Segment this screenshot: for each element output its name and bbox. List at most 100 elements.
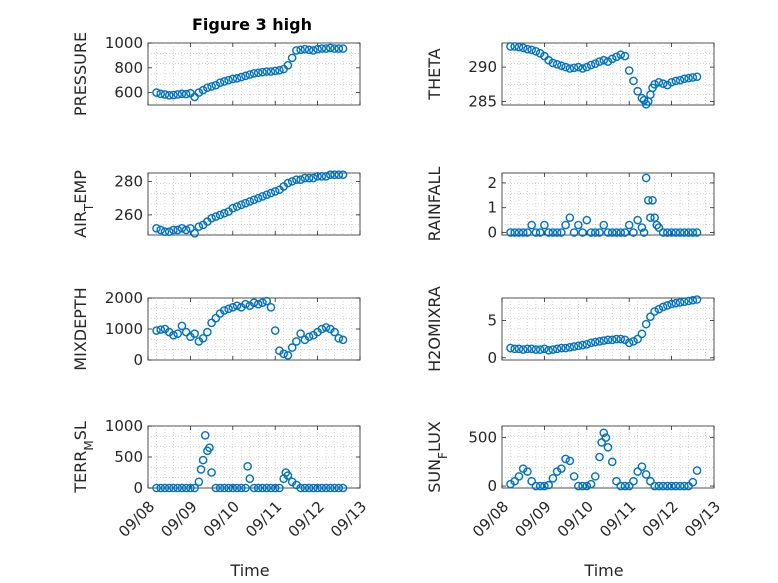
data-point — [321, 323, 331, 332]
data-point — [633, 86, 642, 96]
data-point — [599, 336, 609, 345]
y-axis-label: MIXDEPTH — [71, 287, 90, 370]
subplot-7: 0 500 1000 09/08 09/09 09/10 09/11 09/12 09/13 TE… — [71, 417, 370, 580]
data-point — [675, 228, 685, 237]
data-point — [215, 483, 225, 493]
data-point — [629, 337, 638, 346]
data-point — [544, 345, 553, 355]
data-point — [262, 296, 272, 306]
data-point — [616, 50, 626, 60]
data-point — [232, 202, 242, 211]
data-point — [624, 66, 634, 75]
data-point — [667, 228, 676, 237]
data-point — [211, 80, 221, 90]
data-point — [603, 335, 613, 345]
figure-title: Figure 3 high — [192, 15, 312, 34]
y-axis-label: RAINFALL — [425, 167, 444, 242]
data-point — [275, 483, 284, 493]
y-axis-label: THETA — [425, 48, 444, 100]
data-point — [639, 95, 649, 105]
data-point — [160, 483, 170, 493]
data-point — [317, 324, 327, 334]
data-point — [527, 220, 536, 230]
data-point — [637, 462, 647, 471]
data-point — [629, 76, 638, 86]
data-point — [616, 334, 626, 344]
data-point — [169, 90, 178, 100]
data-point — [540, 344, 549, 354]
data-point — [160, 90, 170, 99]
data-point — [194, 222, 204, 231]
data-point — [326, 43, 335, 53]
data-point — [177, 321, 187, 331]
data-point — [518, 43, 528, 53]
data-point — [688, 477, 698, 487]
data-point — [313, 172, 322, 181]
data-point — [228, 74, 238, 84]
data-point — [338, 170, 348, 179]
data-point — [654, 304, 664, 314]
y-tick-label: 1000 — [105, 34, 143, 52]
data-point — [671, 481, 681, 491]
data-point — [283, 351, 293, 360]
data-point — [582, 62, 592, 72]
data-point — [232, 483, 242, 493]
data-point — [667, 481, 676, 491]
data-point — [658, 302, 668, 312]
data-point — [552, 344, 562, 354]
data-point — [561, 343, 570, 353]
data-point — [650, 307, 659, 316]
data-point — [671, 76, 681, 86]
subplot-6: 0 5 H2OMIXRA — [425, 286, 715, 372]
data-point — [641, 173, 651, 183]
data-point — [321, 44, 331, 53]
x-tick-label: 09/10 — [554, 498, 597, 541]
data-point — [506, 42, 515, 51]
subplot-8: 0 500 09/08 09/09 09/10 09/11 09/12 09/13 SUNFLU… — [425, 421, 724, 580]
data-point — [338, 335, 348, 345]
data-point — [241, 71, 250, 81]
data-point — [578, 64, 587, 73]
data-point — [232, 74, 242, 83]
data-point — [181, 89, 191, 99]
data-point — [313, 483, 322, 493]
data-point — [688, 228, 698, 237]
data-point — [241, 198, 250, 208]
data-point — [565, 213, 575, 222]
data-point — [671, 298, 681, 308]
x-tick-label: 09/08 — [469, 498, 512, 541]
data-point — [228, 203, 238, 213]
x-tick-label: 09/09 — [511, 498, 554, 541]
data-point — [304, 483, 314, 493]
data-point — [574, 220, 583, 230]
data-point — [207, 213, 216, 223]
data-point — [203, 83, 212, 92]
data-point — [557, 343, 566, 353]
data-point — [523, 344, 532, 354]
data-point — [535, 228, 545, 237]
data-point — [612, 52, 621, 62]
data-point — [270, 66, 280, 76]
data-point — [569, 342, 579, 351]
data-point — [338, 483, 348, 493]
data-point — [641, 470, 651, 479]
data-point — [624, 220, 634, 230]
data-point — [624, 481, 634, 491]
x-tick-label: 09/13 — [681, 498, 724, 541]
y-tick-label: 1 — [487, 199, 497, 217]
data-point — [198, 333, 208, 343]
data-point — [612, 334, 621, 344]
data-point — [648, 195, 657, 205]
data-point — [330, 44, 339, 53]
data-point — [582, 340, 592, 349]
data-point — [692, 295, 702, 304]
y-axis-label: H2OMIXRA — [425, 286, 444, 372]
data-point — [506, 343, 515, 353]
data-point — [595, 228, 604, 237]
data-point — [544, 55, 553, 65]
data-point — [296, 175, 305, 185]
data-point — [624, 338, 634, 348]
data-point — [194, 88, 204, 97]
data-point — [173, 483, 182, 493]
